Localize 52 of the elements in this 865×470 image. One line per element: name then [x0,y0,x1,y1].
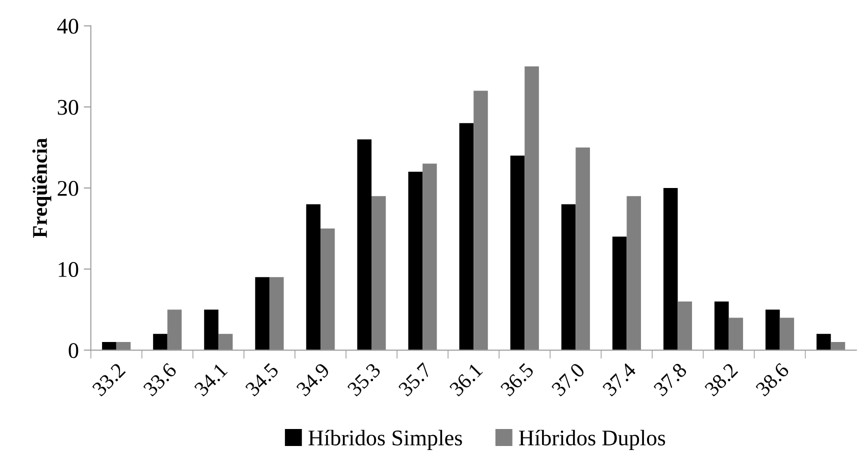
y-tick-label: 30 [58,100,78,115]
bar [576,147,590,350]
bar [663,188,678,350]
x-tick-label: 34.9 [296,362,330,397]
bar [320,228,335,350]
bar [372,196,386,350]
bar [780,318,794,350]
y-tick-label: 10 [58,262,78,278]
bar [167,310,182,350]
y-tick-label: 20 [58,180,78,196]
legend-label: Híbridos Simples [308,430,462,450]
bar [510,156,525,350]
bar [116,342,131,350]
y-tick-label: 0 [68,343,78,358]
x-tick-label: 38.6 [755,362,790,397]
x-tick-label: 35.7 [398,362,433,397]
bar [766,310,780,350]
x-tick-label: 37.4 [602,362,637,397]
bar [422,164,437,350]
bar [678,302,692,350]
bar [269,277,284,350]
bar [357,139,372,350]
bar [306,204,320,350]
x-tick-label: 37.0 [551,362,586,397]
bar [626,196,641,350]
bar [714,302,729,350]
x-tick-label: 33.6 [142,362,178,397]
bar [612,236,627,350]
bar [204,310,218,350]
bar [474,90,488,350]
x-tick-label: 34.5 [244,362,280,397]
bar [153,334,168,350]
bar [728,318,744,350]
bar [830,342,846,350]
x-tick-label: 36.1 [448,362,484,397]
y-tick-label: 40 [57,18,78,34]
bar [561,204,576,350]
legend-label: Híbridos Duplos [518,430,666,450]
y-axis-title: Freqüência [32,138,52,238]
bar [408,172,423,350]
x-tick-label: 34.1 [194,362,228,397]
x-tick-label: 33.2 [92,362,126,397]
x-tick-label: 35.3 [346,362,382,397]
x-tick-label: 37.8 [653,362,688,397]
bar [218,334,233,350]
bar [816,334,831,350]
bar [459,123,474,350]
x-tick-label: 38.2 [704,362,738,397]
bar [102,342,116,350]
bar [255,277,270,350]
bar [524,66,539,350]
x-tick-label: 36.5 [500,362,534,397]
